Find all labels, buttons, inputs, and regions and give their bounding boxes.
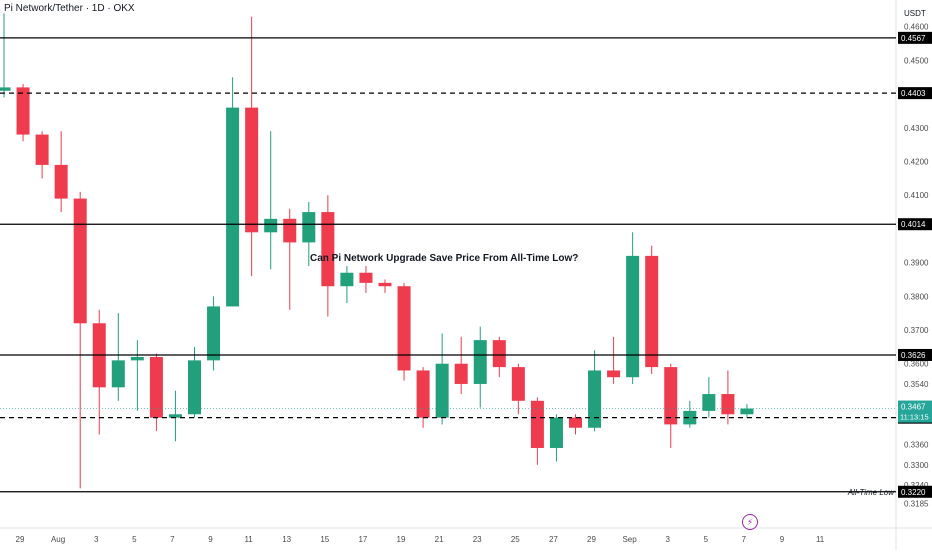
candle-body-down: [511, 367, 525, 401]
price-tick-label: 0.3900: [904, 259, 929, 268]
candle-body-down: [378, 282, 392, 287]
time-tick-label: 13: [282, 535, 291, 544]
candle-body-down: [530, 400, 544, 448]
level-price-label: 0.3626: [901, 351, 926, 360]
candle-body-up: [302, 212, 316, 243]
time-tick-label: 7: [742, 535, 747, 544]
price-tick-label: 0.4600: [904, 23, 929, 32]
time-tick-label: 17: [358, 535, 367, 544]
level-price-tag: [898, 87, 932, 100]
time-tick-label: 9: [208, 535, 213, 544]
candle-body-down: [283, 218, 297, 243]
price-tick-label: 0.3185: [904, 500, 929, 509]
last-price-tag: [898, 400, 932, 423]
time-tick-label: Sep: [622, 535, 637, 544]
candle-body-down: [149, 356, 163, 418]
candle-body-up: [702, 394, 716, 411]
candle-body-down: [397, 286, 411, 371]
candle-body-up: [473, 340, 487, 384]
price-tick-label: 0.3300: [904, 461, 929, 470]
candle-body-up: [683, 410, 697, 425]
price-tick-label: 0.3600: [904, 360, 929, 369]
candle-body-up: [588, 370, 602, 428]
last-price-label: 0.3467: [901, 403, 926, 412]
price-tick-label: 0.4500: [904, 56, 929, 65]
time-tick-label: Aug: [51, 535, 65, 544]
level-price-tag: [898, 485, 932, 498]
currency-label[interactable]: USDT: [904, 9, 926, 18]
time-tick-label: 15: [320, 535, 329, 544]
time-tick-label: 27: [549, 535, 558, 544]
candle-body-up: [340, 272, 354, 287]
candle-body-up: [435, 363, 449, 418]
price-tick-label: 0.3360: [904, 441, 929, 450]
candle-body-up: [111, 360, 125, 388]
candle-body-up: [168, 414, 182, 418]
lightning-event-icon[interactable]: ⚡: [742, 514, 758, 530]
time-tick-label: 9: [780, 535, 785, 544]
time-tick-label: 25: [511, 535, 520, 544]
level-note: All-Time Low: [847, 488, 895, 497]
candle-body-down: [721, 394, 735, 415]
time-tick-label: 5: [704, 535, 709, 544]
level-price-tag: [898, 218, 932, 231]
candle-body-down: [321, 212, 335, 287]
time-tick-label: 3: [665, 535, 670, 544]
time-tick-label: 7: [170, 535, 175, 544]
candle-body-down: [416, 370, 430, 418]
level-price-tag: [898, 31, 932, 44]
time-tick-label: 19: [397, 535, 406, 544]
candle-body-up: [226, 107, 240, 307]
candle-body-down: [54, 164, 68, 199]
level-price-tag: [898, 348, 932, 361]
candle-body-down: [73, 198, 87, 324]
symbol-title[interactable]: Pi Network/Tether · 1D · OKX: [4, 3, 135, 14]
candle-body-down: [569, 417, 582, 428]
time-tick-label: 29: [587, 535, 596, 544]
price-tick-label: 0.4200: [904, 158, 929, 167]
time-tick-label: 3: [94, 535, 99, 544]
candle-body-up: [740, 408, 754, 415]
candle-body-up: [130, 356, 144, 361]
candle-body-down: [454, 363, 468, 384]
level-price-label: 0.4567: [901, 34, 926, 43]
countdown-label: 11:13:15: [900, 413, 929, 422]
level-price-label: 0.3220: [901, 488, 926, 497]
candle-body-up: [188, 360, 201, 415]
candle-body-down: [607, 370, 621, 378]
candle-body-up: [0, 87, 11, 91]
price-tick-label: 0.3240: [904, 481, 929, 490]
time-tick-label: 11: [816, 535, 825, 544]
candle-body-up: [626, 255, 640, 378]
candle-body-down: [664, 367, 678, 425]
candle-body-down: [35, 134, 49, 165]
candle-body-down: [645, 255, 659, 368]
candle-body-up: [264, 218, 278, 233]
candle-body-down: [16, 87, 30, 135]
candle-body-up: [207, 306, 221, 361]
candle-body-down: [492, 340, 506, 368]
time-tick-label: 5: [132, 535, 137, 544]
price-tick-label: 0.3700: [904, 326, 929, 335]
level-price-label: 0.4403: [901, 89, 926, 98]
time-tick-label: 21: [435, 535, 444, 544]
chart-headline: Can Pi Network Upgrade Save Price From A…: [310, 253, 579, 264]
time-tick-label: 23: [473, 535, 482, 544]
candle-body-up: [549, 417, 563, 448]
price-tick-label: 0.4300: [904, 124, 929, 133]
price-tick-label: 0.3540: [904, 380, 929, 389]
candle-body-down: [245, 107, 259, 233]
time-tick-label: 29: [16, 535, 25, 544]
price-tick-label: 0.3800: [904, 292, 929, 301]
candle-body-down: [359, 272, 373, 283]
price-tick-label: 0.4100: [904, 191, 929, 200]
time-tick-label: 11: [244, 535, 253, 544]
level-price-label: 0.4014: [901, 220, 926, 229]
